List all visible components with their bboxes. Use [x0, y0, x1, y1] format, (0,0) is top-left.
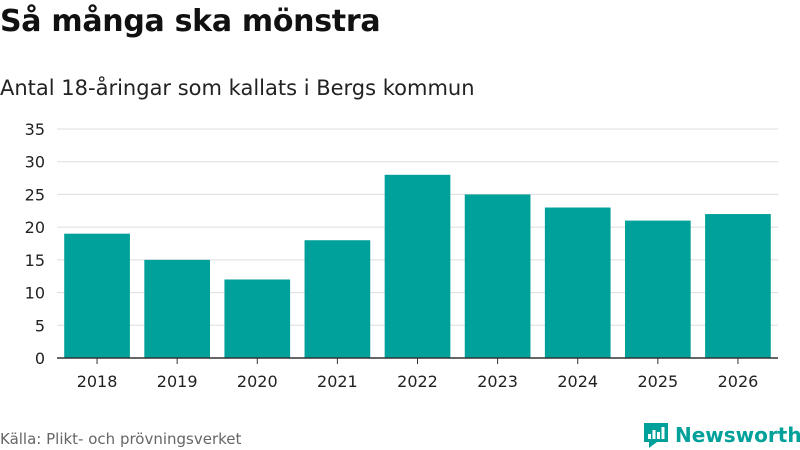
brand-logo: Newsworthy — [643, 420, 800, 450]
chart-subtitle: Antal 18-åringar som kallats i Bergs kom… — [0, 76, 475, 100]
x-tick-label: 2023 — [477, 372, 518, 391]
y-axis-ticks: 0 5 10 15 20 25 30 35 — [25, 120, 45, 368]
y-tick-label: 10 — [25, 284, 45, 303]
chart-title: Så många ska mönstra — [0, 4, 381, 39]
bar-2020 — [224, 279, 291, 358]
y-tick-label: 15 — [25, 251, 45, 270]
y-tick-label: 0 — [35, 349, 45, 368]
x-axis-ticks: 2018 2019 2020 2021 2022 2023 2024 2025 2026 — [77, 358, 759, 391]
x-tick-label: 2022 — [397, 372, 438, 391]
brand-name: Newsworthy — [675, 423, 800, 447]
bar-2025 — [624, 220, 691, 358]
y-tick-label: 20 — [25, 218, 45, 237]
y-tick-label: 35 — [25, 120, 45, 139]
bar-2024 — [544, 207, 611, 358]
x-tick-label: 2026 — [718, 372, 759, 391]
y-tick-label: 25 — [25, 185, 45, 204]
y-tick-label: 30 — [25, 153, 45, 172]
newsworthy-logo-icon — [644, 423, 668, 448]
bars — [64, 174, 771, 358]
bar-2021 — [304, 240, 371, 358]
x-tick-label: 2021 — [317, 372, 358, 391]
bar-2019 — [144, 259, 211, 358]
source-note: Källa: Plikt- och prövningsverket — [0, 430, 242, 448]
bar-2023 — [464, 194, 531, 358]
bar-2022 — [384, 174, 451, 358]
x-tick-label: 2018 — [77, 372, 118, 391]
bar-2026 — [705, 214, 771, 358]
x-tick-label: 2019 — [157, 372, 198, 391]
y-tick-label: 5 — [35, 316, 45, 335]
x-tick-label: 2025 — [637, 372, 678, 391]
bar-2018 — [64, 233, 130, 358]
x-tick-label: 2020 — [237, 372, 278, 391]
x-tick-label: 2024 — [557, 372, 598, 391]
